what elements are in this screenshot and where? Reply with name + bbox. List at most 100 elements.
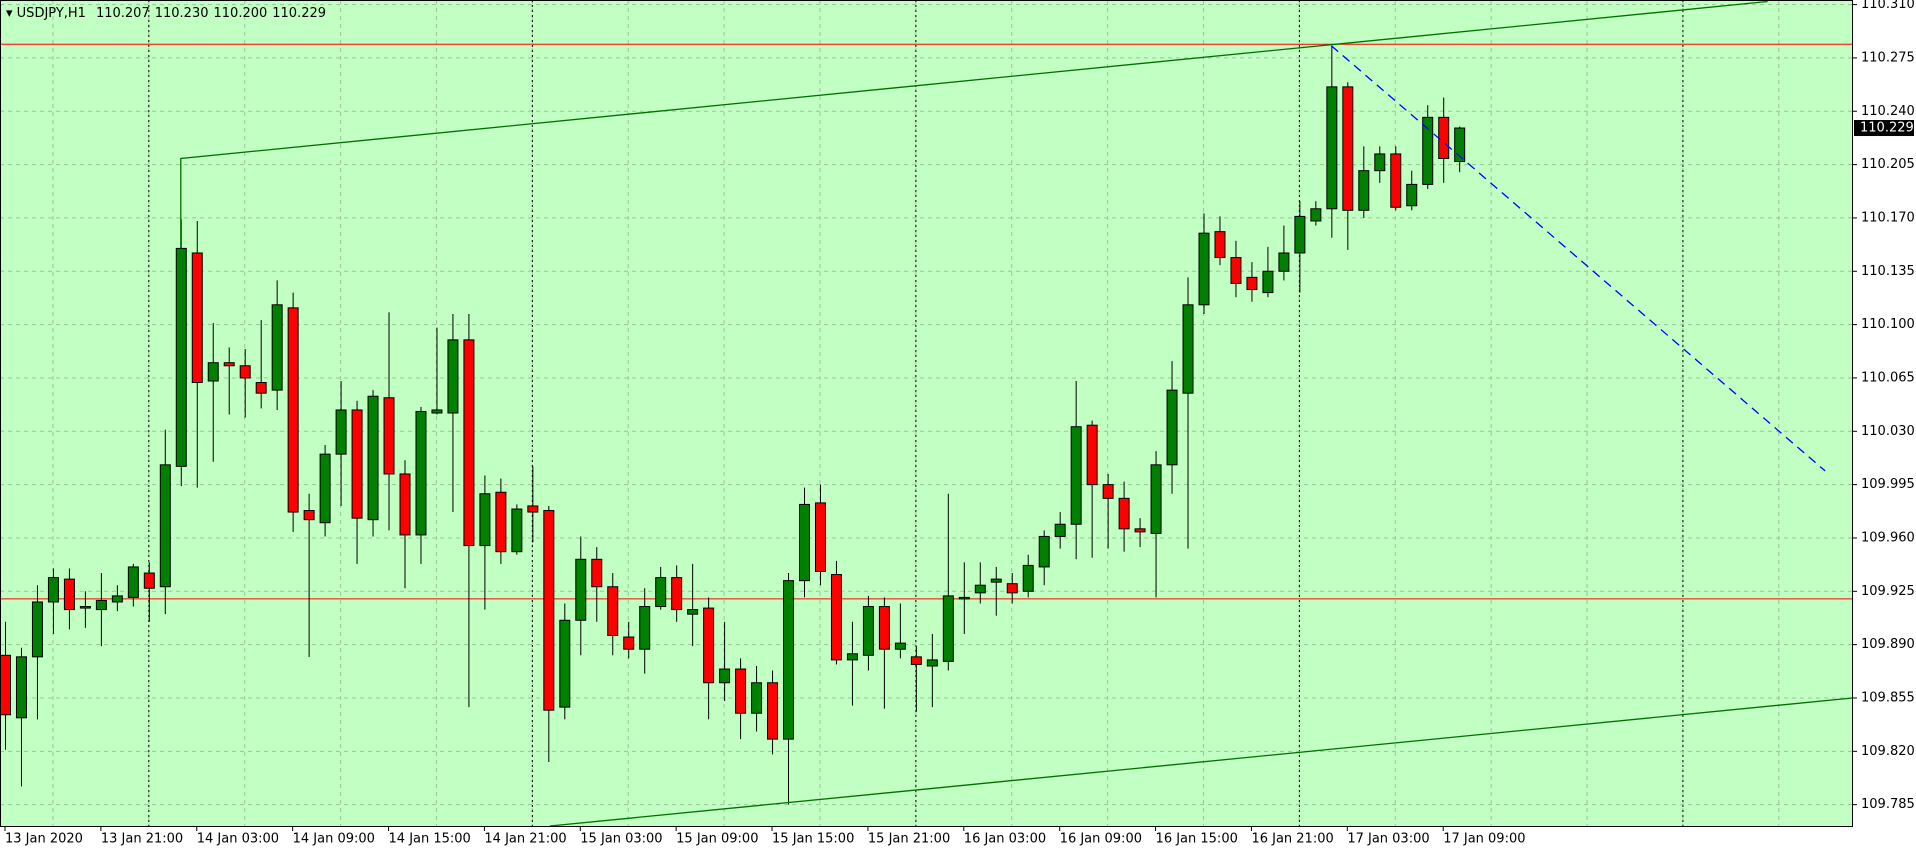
- y-tick-label: 110.275: [1861, 50, 1915, 65]
- candle-body: [687, 609, 699, 615]
- x-tick-label: 15 Jan 09:00: [676, 832, 758, 847]
- candle-body: [1102, 484, 1114, 499]
- x-tick-label: 15 Jan 21:00: [868, 832, 950, 847]
- x-tick-label: 16 Jan 21:00: [1251, 832, 1333, 847]
- candle-body: [1118, 497, 1130, 530]
- candle-body: [159, 464, 171, 588]
- y-tick-label: 110.100: [1861, 317, 1915, 332]
- candle-body: [767, 682, 779, 740]
- candle-body: [1054, 523, 1066, 537]
- y-tick-label: 110.310: [1861, 0, 1915, 12]
- collapse-arrow: ▾: [6, 6, 17, 21]
- y-tick-label: 109.820: [1861, 744, 1915, 759]
- candle-body: [31, 601, 43, 658]
- candle-body: [751, 682, 763, 714]
- candle-body: [783, 580, 795, 740]
- x-tick-label: 14 Jan 21:00: [484, 832, 566, 847]
- candle-body: [367, 395, 379, 521]
- candle-body: [1198, 232, 1210, 306]
- x-tick-label: 16 Jan 03:00: [964, 832, 1046, 847]
- candle-body: [1262, 270, 1274, 294]
- candle-body: [1230, 257, 1242, 284]
- x-tick-label: 17 Jan 09:00: [1443, 832, 1525, 847]
- candle-body: [1022, 564, 1034, 592]
- candle-body: [1150, 464, 1162, 534]
- candle-body: [111, 595, 123, 603]
- candle-body: [255, 382, 267, 394]
- candle-body: [463, 339, 475, 547]
- candle-body: [271, 304, 283, 391]
- candle-body: [127, 566, 139, 598]
- candle-body: [926, 659, 938, 667]
- candle-body: [447, 339, 459, 414]
- candle-body: [846, 653, 858, 661]
- candle-body: [495, 491, 507, 553]
- plot-layer: [0, 0, 1853, 827]
- x-tick-label: 16 Jan 15:00: [1156, 832, 1238, 847]
- candle-body: [1086, 424, 1098, 486]
- y-tick-label: 109.890: [1861, 637, 1915, 652]
- candle-body: [1374, 153, 1386, 172]
- quote-high: 110.230: [155, 6, 209, 21]
- candle-body: [1182, 304, 1194, 394]
- candle-body: [1390, 153, 1402, 208]
- candle-body: [527, 505, 539, 513]
- candle-body: [543, 510, 555, 711]
- candle-body: [383, 397, 395, 475]
- candle-body: [0, 654, 11, 716]
- candle-body: [719, 668, 731, 684]
- candle-body: [1358, 170, 1370, 211]
- y-tick-label: 109.785: [1861, 797, 1915, 812]
- candle-body: [1326, 86, 1338, 210]
- candle-body: [1278, 252, 1290, 272]
- candle-body: [1342, 86, 1354, 211]
- candle-body: [1454, 127, 1466, 163]
- y-tick-label: 110.030: [1861, 424, 1915, 439]
- candle-body: [335, 409, 347, 455]
- candle-body: [223, 362, 235, 367]
- y-tick-label: 109.855: [1861, 690, 1915, 705]
- plot-border: [0, 0, 1853, 827]
- candle-body: [479, 493, 491, 547]
- y-tick-label: 110.065: [1861, 370, 1915, 385]
- x-tick-label: 16 Jan 09:00: [1060, 832, 1142, 847]
- candle-body: [207, 362, 219, 382]
- candle-body: [575, 558, 587, 621]
- candle-body: [799, 503, 810, 582]
- x-tick-label: 14 Jan 09:00: [293, 832, 375, 847]
- candle-body: [351, 409, 363, 519]
- candle-body: [47, 577, 59, 603]
- chart-header: ▾ USDJPY,H1 110.207 110.230 110.200 110.229: [6, 6, 326, 21]
- candle-body: [703, 607, 715, 684]
- candle-body: [671, 577, 683, 611]
- candle-body: [1406, 183, 1418, 207]
- last-price-label: 110.229: [1860, 121, 1914, 136]
- candle-body: [814, 502, 826, 572]
- y-tick-label: 110.240: [1861, 104, 1915, 119]
- x-tick-label: 15 Jan 03:00: [580, 832, 662, 847]
- candle-body: [1006, 583, 1018, 594]
- x-tick-label: 14 Jan 15:00: [389, 832, 471, 847]
- trendline: [180, 0, 1768, 249]
- candle-body: [191, 252, 203, 384]
- y-tick-label: 110.135: [1861, 264, 1915, 279]
- quote-open: 110.207: [96, 6, 150, 21]
- candle-body: [990, 578, 1002, 583]
- candle-body: [95, 599, 107, 611]
- candle-body: [287, 307, 299, 513]
- candle-body: [1134, 528, 1146, 533]
- candle-body: [974, 584, 986, 594]
- y-tick-label: 110.205: [1861, 157, 1915, 172]
- candle-body: [910, 656, 922, 665]
- candle-body: [1038, 535, 1050, 568]
- symbol: USDJPY,H1: [17, 6, 86, 21]
- candle-body: [63, 578, 75, 611]
- candle-body: [1214, 231, 1226, 259]
- candle-body: [639, 606, 651, 650]
- candle-body: [607, 586, 619, 637]
- candle-body: [942, 595, 954, 662]
- candle-body: [303, 510, 315, 521]
- candle-body: [1166, 389, 1178, 466]
- candle-body: [655, 577, 667, 608]
- candle-body: [1294, 215, 1306, 254]
